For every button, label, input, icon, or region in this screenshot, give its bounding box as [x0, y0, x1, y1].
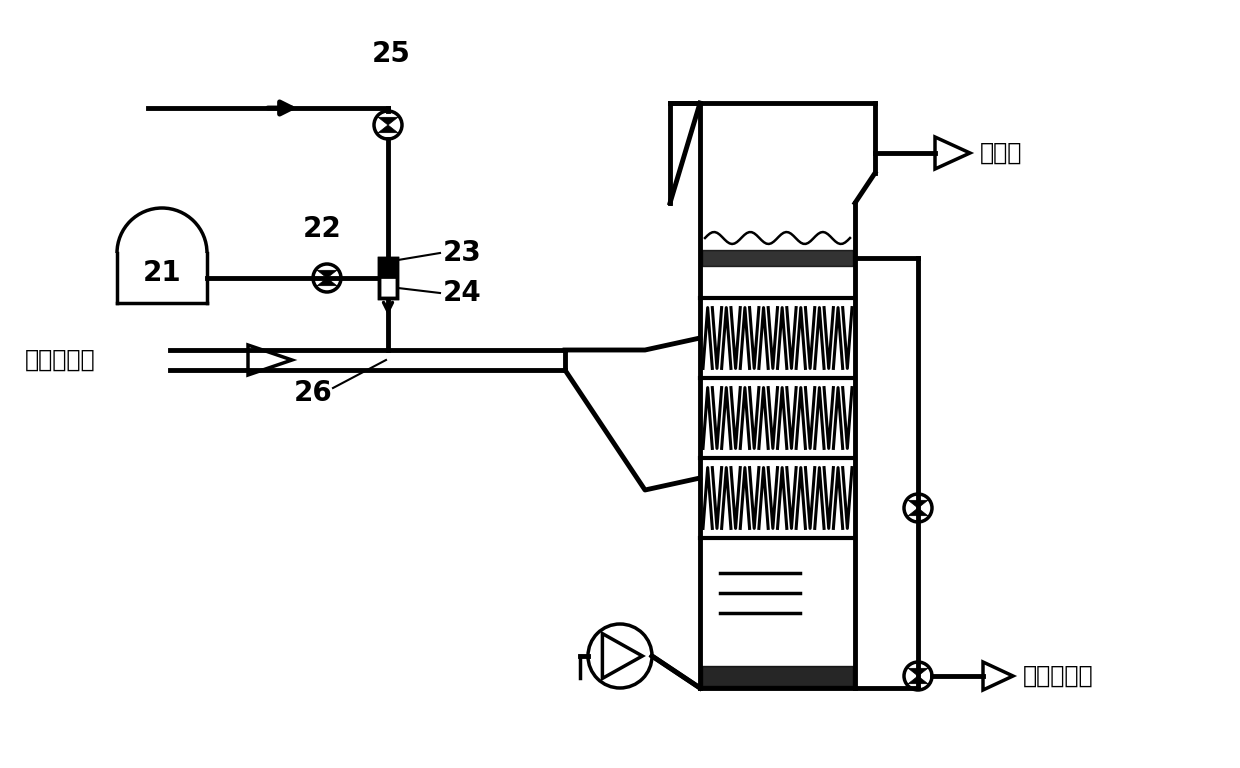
Text: 24: 24 [443, 279, 482, 307]
Polygon shape [908, 508, 928, 515]
Bar [379, 258, 397, 278]
Polygon shape [908, 500, 928, 508]
Text: 去干燥结晶: 去干燥结晶 [1023, 664, 1094, 688]
Polygon shape [317, 278, 337, 286]
Text: 25: 25 [372, 40, 410, 68]
Polygon shape [908, 668, 928, 676]
Polygon shape [378, 125, 398, 133]
Polygon shape [317, 270, 337, 278]
Text: 26: 26 [294, 379, 332, 407]
Text: 23: 23 [443, 239, 482, 267]
Polygon shape [378, 118, 398, 125]
Text: 去烟囱: 去烟囱 [980, 141, 1022, 165]
Text: 22: 22 [303, 215, 341, 243]
Bar [379, 258, 397, 298]
Text: 来自除尘器: 来自除尘器 [25, 348, 95, 372]
Bar [379, 258, 397, 298]
Polygon shape [908, 676, 928, 684]
Text: 21: 21 [143, 259, 181, 287]
